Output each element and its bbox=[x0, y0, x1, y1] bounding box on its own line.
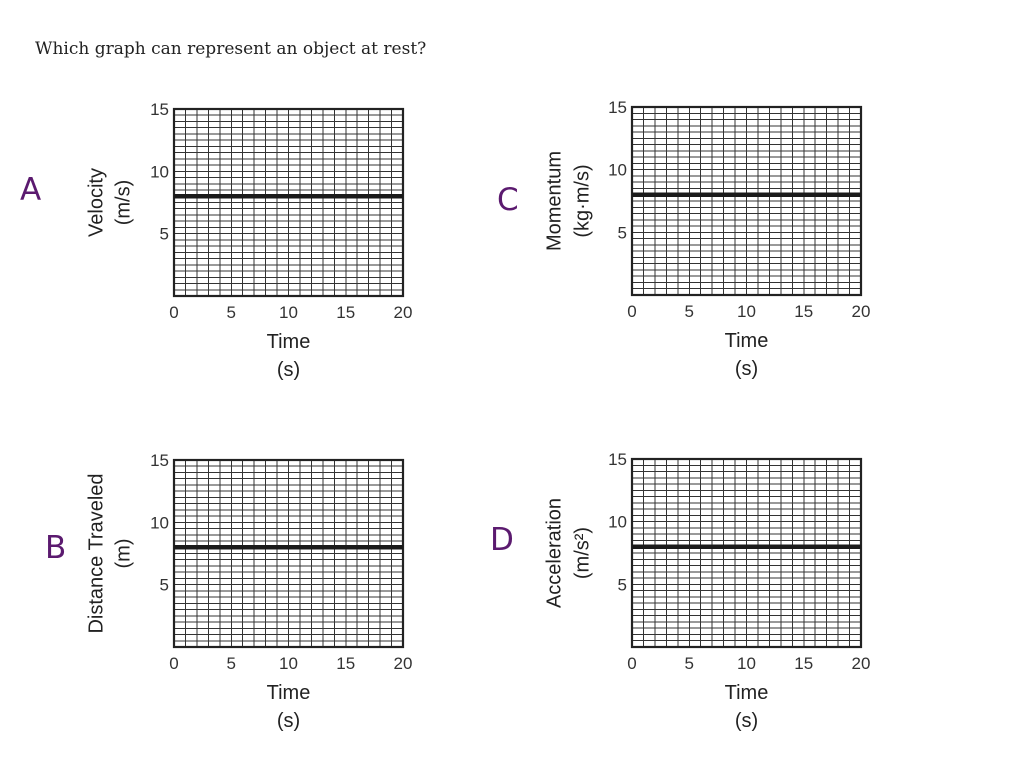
option-letter[interactable]: B bbox=[45, 530, 66, 566]
x-tick-label: 20 bbox=[394, 303, 413, 322]
y-tick-label: 15 bbox=[150, 100, 169, 119]
question-text: Which graph can represent an object at r… bbox=[35, 39, 426, 59]
x-axis-label: Time bbox=[267, 331, 311, 353]
x-tick-label: 15 bbox=[794, 302, 813, 321]
y-tick-label: 10 bbox=[608, 513, 627, 532]
x-tick-label: 0 bbox=[169, 303, 178, 322]
plot-frame bbox=[630, 457, 863, 649]
x-tick-label: 20 bbox=[852, 302, 871, 321]
y-tick-label: 10 bbox=[150, 162, 169, 181]
x-axis-label: Time bbox=[267, 682, 311, 704]
y-tick-label: 15 bbox=[150, 451, 169, 470]
y-tick-label: 10 bbox=[150, 513, 169, 532]
x-tick-label: 20 bbox=[852, 654, 871, 673]
y-axis-label: Velocity bbox=[85, 168, 107, 237]
x-tick-label: 5 bbox=[227, 654, 236, 673]
x-axis-label: Time bbox=[725, 682, 769, 704]
grid-lines bbox=[632, 459, 861, 647]
y-tick-label: 5 bbox=[160, 576, 169, 595]
chart-option-b: B 0 5 10 15 20 5 10 15 Time (s) Distance Traveled (m… bbox=[45, 451, 412, 732]
y-axis-label: Acceleration bbox=[543, 498, 565, 608]
y-axis-unit: (m) bbox=[112, 539, 134, 569]
chart-option-c: C 0 5 10 15 20 5 10 15 Time (s) Momentum (kg·m/s) bbox=[497, 98, 870, 380]
x-tick-label: 0 bbox=[169, 654, 178, 673]
y-axis-unit: (m/s) bbox=[112, 180, 134, 226]
plot-frame bbox=[630, 105, 863, 297]
x-tick-label: 10 bbox=[279, 654, 298, 673]
x-tick-label: 10 bbox=[737, 654, 756, 673]
y-tick-label: 15 bbox=[608, 450, 627, 469]
option-letter[interactable]: D bbox=[490, 522, 514, 558]
x-tick-label: 15 bbox=[794, 654, 813, 673]
answer-options: A 0 5 10 15 20 5 10 15 Time (s) Velocity (m/s) B 0 5 10 1… bbox=[20, 98, 870, 732]
plot-frame bbox=[172, 458, 405, 649]
x-tick-label: 10 bbox=[279, 303, 298, 322]
y-tick-label: 10 bbox=[608, 161, 627, 180]
y-tick-label: 5 bbox=[160, 225, 169, 244]
x-tick-label: 5 bbox=[685, 654, 694, 673]
grid-lines bbox=[174, 109, 403, 296]
x-tick-label: 5 bbox=[685, 302, 694, 321]
y-axis-label: Momentum bbox=[543, 151, 565, 251]
y-axis-unit: (kg·m/s) bbox=[571, 164, 593, 237]
x-axis-label: Time bbox=[725, 330, 769, 352]
grid-lines bbox=[632, 107, 861, 295]
x-tick-label: 5 bbox=[227, 303, 236, 322]
option-letter[interactable]: A bbox=[20, 172, 41, 208]
grid-lines bbox=[174, 460, 403, 647]
x-tick-label: 15 bbox=[336, 303, 355, 322]
plot-frame bbox=[172, 107, 405, 298]
x-axis-unit: (s) bbox=[277, 359, 300, 381]
y-tick-label: 15 bbox=[608, 98, 627, 117]
y-tick-label: 5 bbox=[618, 223, 627, 242]
x-axis-unit: (s) bbox=[735, 358, 758, 380]
y-axis-unit: (m/s²) bbox=[571, 527, 593, 579]
x-tick-label: 20 bbox=[394, 654, 413, 673]
chart-option-a: A 0 5 10 15 20 5 10 15 Time (s) Velocity (m/s) bbox=[20, 100, 412, 381]
y-axis-label: Distance Traveled bbox=[85, 473, 107, 633]
x-axis-unit: (s) bbox=[277, 710, 300, 732]
x-tick-label: 0 bbox=[627, 302, 636, 321]
option-letter[interactable]: C bbox=[497, 182, 519, 218]
y-tick-label: 5 bbox=[618, 575, 627, 594]
x-axis-unit: (s) bbox=[735, 710, 758, 732]
chart-option-d: D 0 5 10 15 20 5 10 15 Time (s) Acceleration (m/s²) bbox=[490, 450, 870, 732]
x-tick-label: 10 bbox=[737, 302, 756, 321]
x-tick-label: 15 bbox=[336, 654, 355, 673]
x-tick-label: 0 bbox=[627, 654, 636, 673]
